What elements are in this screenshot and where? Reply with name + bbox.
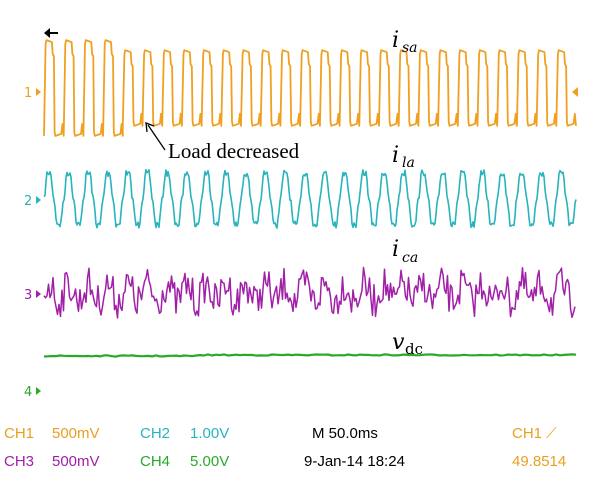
status-ch4-value: 5.00V bbox=[190, 453, 229, 470]
channel-marker-3: 3 bbox=[24, 288, 41, 303]
series-label-isa: i sa bbox=[392, 28, 418, 56]
waveforms bbox=[43, 39, 577, 358]
arrow-left-icon bbox=[44, 28, 58, 38]
status-ch3-value: 500mV bbox=[52, 453, 100, 470]
series-label-vdc: v dc bbox=[392, 330, 423, 358]
channel-marker-2-label: 2 bbox=[24, 194, 32, 209]
series-label-ila: i la bbox=[392, 143, 415, 171]
series-label-isa-sub: sa bbox=[402, 40, 418, 56]
status-trigger-source: CH1 ⟋ bbox=[512, 425, 557, 442]
status-ch2-label: CH2 bbox=[140, 425, 170, 442]
triangle-left-icon bbox=[572, 87, 578, 97]
status-ch2-value: 1.00V bbox=[190, 425, 229, 442]
status-date-time: 9-Jan-14 18:24 bbox=[304, 453, 405, 470]
status-frequency: 49.8514 bbox=[512, 453, 566, 470]
series-label-vdc-sub: dc bbox=[405, 340, 423, 358]
series-label-ica: i ca bbox=[392, 237, 418, 266]
waveform-ch4-vdc bbox=[43, 353, 577, 358]
status-timebase: M 50.0ms bbox=[312, 425, 378, 442]
series-label-ila-main: i bbox=[392, 143, 399, 168]
waveform-ch2-ila bbox=[43, 169, 577, 229]
annotation-load-decreased: Load decreased bbox=[145, 122, 300, 163]
series-label-ila-sub: la bbox=[402, 155, 415, 171]
annotation-text: Load decreased bbox=[168, 139, 300, 163]
status-ch1-label: CH1 bbox=[4, 425, 34, 442]
channel-marker-2: 2 bbox=[24, 194, 41, 209]
status-bar: CH1 500mV CH2 1.00V M 50.0ms CH1 ⟋ CH3 5… bbox=[4, 425, 566, 470]
waveform-ch1-isa bbox=[43, 39, 577, 137]
waveform-ch3-ica bbox=[43, 266, 576, 319]
series-label-vdc-main: v bbox=[392, 330, 405, 355]
channel-marker-1-label: 1 bbox=[24, 86, 32, 101]
status-ch1-value: 500mV bbox=[52, 425, 100, 442]
series-label-ica-sub: ca bbox=[402, 250, 418, 266]
channel-marker-1: 1 bbox=[24, 86, 41, 101]
series-label-isa-main: i bbox=[392, 28, 399, 53]
status-ch4-label: CH4 bbox=[140, 453, 170, 470]
channel-marker-4-label: 4 bbox=[24, 385, 32, 400]
channel-marker-4: 4 bbox=[24, 385, 41, 400]
channel-marker-3-label: 3 bbox=[24, 288, 32, 303]
series-label-ica-main: i bbox=[392, 237, 399, 262]
status-ch3-label: CH3 bbox=[4, 453, 34, 470]
